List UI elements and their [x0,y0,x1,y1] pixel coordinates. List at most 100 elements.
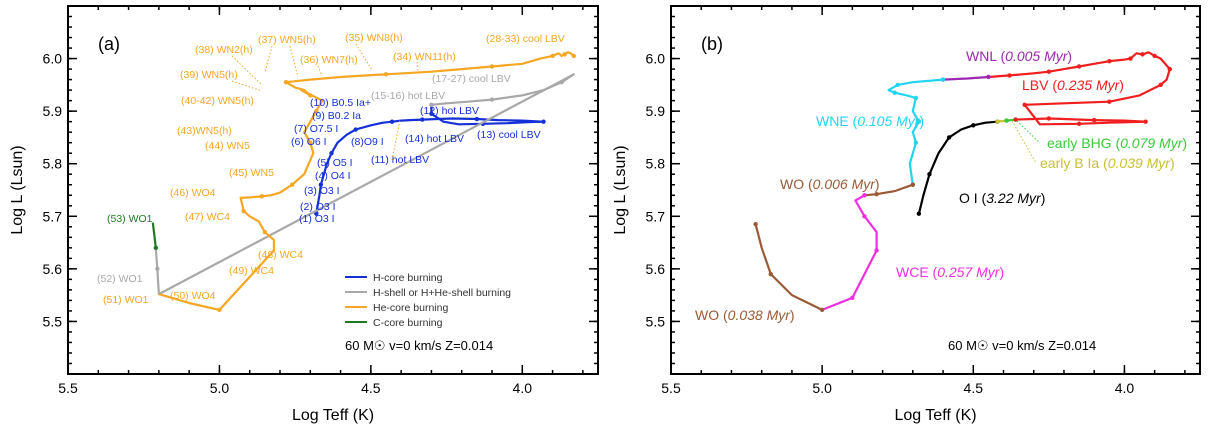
annotation-label: (9) B0.2 Ia [312,110,361,122]
series-point [562,52,567,57]
legend-entry: H-shell or H+He-shell burning [373,287,511,299]
series-point [474,116,480,122]
series-point [819,307,825,313]
annotation-label: (51) WO1 [103,294,149,306]
series-point [874,248,879,253]
annotation-label: (49) WC4 [229,265,274,277]
series-point [1143,119,1148,124]
model-note: 60 M☉ v=0 km/s Z=0.014 [345,338,493,353]
y-tick-label: 5.8 [646,156,666,172]
phase-name: WO ( [780,176,813,192]
y-tick-label: 5.6 [43,261,63,277]
annotation-label: (10) B0.5 Ia+ [310,97,371,109]
leader-line [416,61,419,71]
series-point [1046,69,1052,74]
panel-label: (b) [701,34,723,54]
annotation-label: (7) O7.5 I [294,123,338,135]
annotation-label: (47) WC4 [185,211,230,223]
series-point [916,119,922,124]
series-point [1022,102,1027,108]
series-point [874,192,879,197]
series-point [153,245,159,251]
y-tick-label: 5.9 [646,103,666,119]
series-point [1076,121,1082,126]
series-line [864,183,914,197]
annotation-label: (17-27) cool LBV [432,73,511,85]
series-point [241,208,246,214]
phase-close: ) [1067,48,1072,64]
phase-close: ) [790,307,795,323]
phase-duration: 0.105 Myr [857,113,921,129]
series-point [429,102,434,108]
phase-close: ) [919,113,924,129]
phase-label: WNE (0.105 Myr) [816,113,924,129]
series-point [862,214,867,219]
series-point [768,271,773,277]
y-tick-label: 6.0 [646,51,666,67]
annotation-label: (14) hot LBV [405,133,464,145]
phase-label: early B Ia (0.039 Myr) [1040,155,1175,171]
phase-label: early BHG (0.079 Myr) [1047,135,1187,151]
series-point [862,193,867,198]
y-tick-label: 5.5 [43,313,63,329]
annotation-label: (3) O3 I [304,185,340,197]
phase-duration: 0.235 Myr [1057,77,1121,93]
phase-close: ) [999,264,1004,280]
series-point [550,53,555,59]
y-tick-label: 5.5 [646,313,666,329]
series-line [154,73,575,296]
annotation-label: (15-16) hot LBV [371,90,445,102]
phase-duration: 0.006 Myr [813,176,877,192]
series-point [1004,118,1009,123]
x-tick-label: 4.5 [964,380,984,396]
phase-name: early B Ia ( [1040,155,1108,171]
phase-close: ) [1170,155,1175,171]
series-point [1046,116,1052,121]
series-point [1013,117,1018,122]
leader-line [1016,120,1041,144]
phase-name: WO ( [695,307,728,323]
series-point [429,111,434,116]
series-point [927,172,932,177]
series-point [986,74,991,80]
plot-frame [67,5,599,375]
phase-name: WNE ( [816,113,858,129]
annotation-label: (11) hot LBV [371,154,429,166]
phase-name: LBV ( [1022,77,1057,93]
series-point [217,307,222,313]
phase-label: WCE (0.257 Myr) [896,264,1004,280]
series-point [850,295,855,300]
series-line [887,78,944,185]
phase-label: LBV (0.235 Myr) [1022,77,1124,93]
series-point [946,135,952,140]
leader-line [317,65,323,77]
x-tick-label: 4.0 [1115,380,1135,396]
series-point [940,77,946,82]
x-tick-label: 5.5 [661,380,681,396]
x-tick-label: 5.0 [812,380,832,396]
annotation-label: (36) WN7(h) [300,54,358,66]
legend-entry: C-core burning [373,317,443,329]
series-point [420,117,425,122]
annotation-label: (13) cool LBV [477,129,541,141]
series-point [559,80,564,85]
phase-name: WCE ( [896,264,938,280]
series-point [1107,59,1112,64]
series-point [913,95,919,101]
phase-close: ) [1119,77,1124,93]
model-note: 60 M☉ v=0 km/s Z=0.014 [948,338,1096,353]
y-tick-label: 5.8 [43,156,63,172]
x-tick-label: 4.0 [513,380,533,396]
phase-name: early BHG ( [1047,135,1120,151]
plot-frame [670,5,1201,375]
series-point [353,127,358,132]
series-point [1158,82,1163,88]
series-point [1076,64,1082,69]
series-point [383,72,389,77]
series-point [910,182,916,187]
phase-name: O I ( [959,190,987,206]
series-point [489,64,495,69]
phase-label: WO (0.038 Myr) [695,307,795,323]
phase-label: WNL (0.005 Myr) [966,48,1072,64]
annotation-label: (1) O3 I [299,213,335,225]
